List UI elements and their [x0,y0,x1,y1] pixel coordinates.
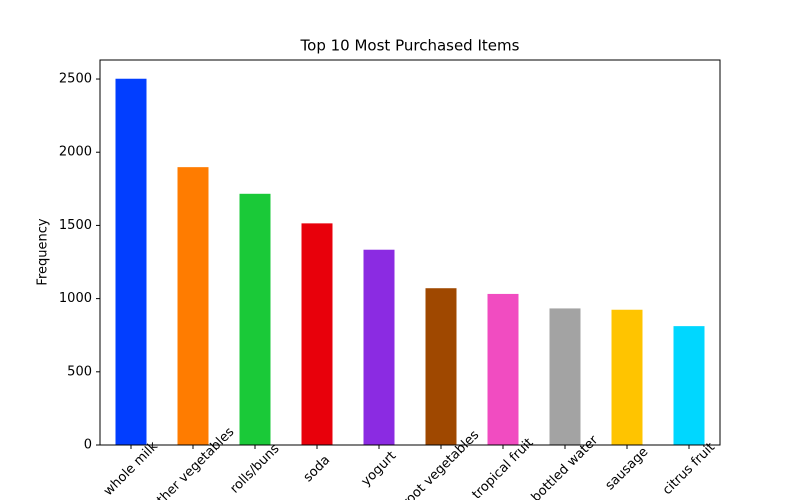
y-axis-label: Frequency [36,218,51,285]
plot-frame [99,59,721,446]
y-tick-label: 2500 [59,72,92,87]
bar [487,293,519,445]
x-tick-label: rolls/buns [227,441,282,496]
bar [239,193,271,445]
bar [673,326,705,445]
y-tick-label: 0 [84,438,92,453]
bar [611,309,643,445]
y-tick-label: 500 [67,364,92,379]
bar [363,249,395,445]
y-tick-label: 1500 [59,218,92,233]
y-tick-label: 1000 [59,291,92,306]
x-tick-label: yogurt [359,449,400,490]
x-tick-label: soda [301,453,333,485]
x-tick-label: sausage [603,445,652,494]
chart-title: Top 10 Most Purchased Items [300,37,520,55]
bar [115,78,147,445]
bar [177,167,209,446]
y-tick-label: 2000 [59,145,92,160]
bar [301,223,333,445]
bar [425,288,457,445]
bar [549,308,581,445]
